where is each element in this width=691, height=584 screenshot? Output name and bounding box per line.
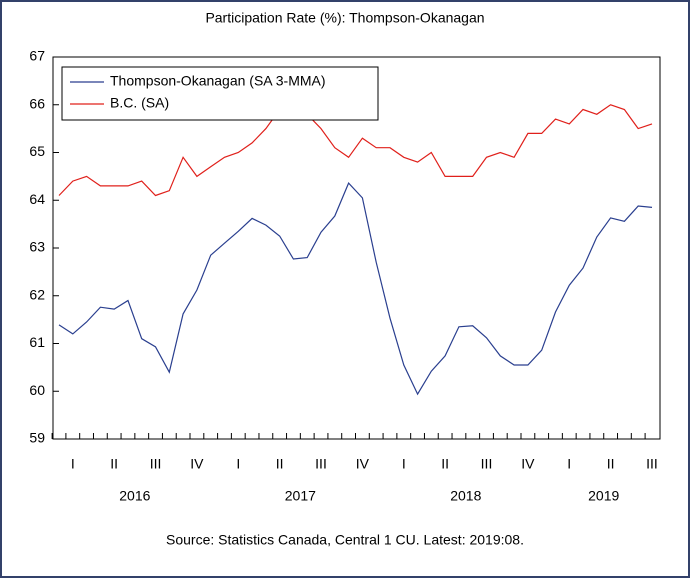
year-label: 2018	[450, 488, 481, 504]
x-tick-label: III	[646, 456, 658, 472]
chart-title: Participation Rate (%): Thompson-Okanaga…	[205, 10, 484, 26]
source-note: Source: Statistics Canada, Central 1 CU.…	[166, 532, 524, 548]
series-line	[58, 104, 653, 197]
year-label: 2019	[588, 488, 619, 504]
y-tick-label: 63	[29, 239, 45, 255]
legend-label: B.C. (SA)	[110, 95, 169, 111]
y-tick-label: 61	[29, 334, 45, 350]
x-tick-label: IV	[521, 456, 535, 472]
legend-box	[61, 66, 379, 121]
x-tick-label: I	[71, 456, 75, 472]
x-tick-label: II	[276, 456, 284, 472]
year-label: 2016	[119, 488, 150, 504]
y-tick-label: 66	[29, 95, 45, 111]
x-tick-label: I	[567, 456, 571, 472]
x-tick-label: III	[150, 456, 162, 472]
x-tick-label: I	[402, 456, 406, 472]
legend-label: Thompson-Okanagan (SA 3-MMA)	[110, 73, 326, 89]
x-tick-label: II	[441, 456, 449, 472]
x-tick-label: II	[110, 456, 118, 472]
y-tick-label: 60	[29, 382, 45, 398]
y-tick-label: 59	[29, 430, 45, 446]
x-tick-label: IV	[356, 456, 370, 472]
year-label: 2017	[285, 488, 316, 504]
y-tick-label: 62	[29, 286, 45, 302]
x-tick-label: IV	[190, 456, 204, 472]
x-tick-label: II	[607, 456, 615, 472]
y-tick-label: 64	[29, 191, 45, 207]
y-tick-label: 67	[29, 48, 45, 64]
x-tick-label: III	[481, 456, 493, 472]
series-line	[58, 182, 653, 396]
y-tick-label: 65	[29, 143, 45, 159]
x-tick-label: III	[315, 456, 327, 472]
x-tick-label: I	[236, 456, 240, 472]
